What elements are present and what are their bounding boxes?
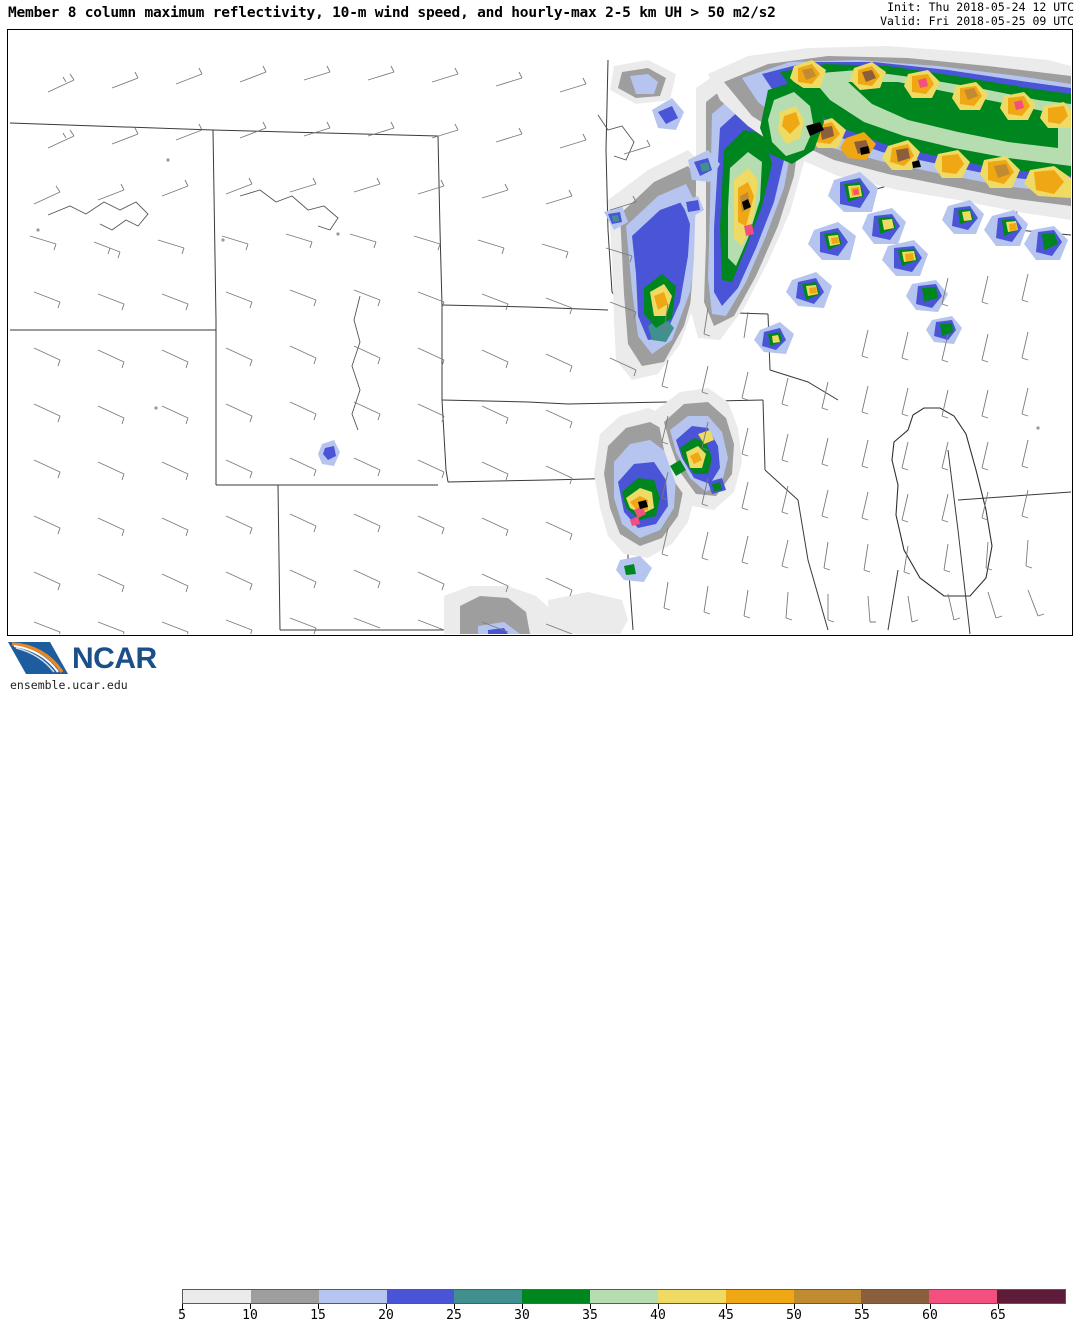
ncar-url-text: ensemble.ucar.edu [10, 678, 128, 692]
valid-time-label: Valid: Fri 2018-05-25 09 UTC [880, 13, 1074, 28]
colorbar-segment-25 [454, 1290, 523, 1303]
colorbar-segment-20 [386, 1290, 455, 1303]
colorbar-segment-50 [793, 1290, 862, 1303]
colorbar-label-40: 40 [650, 1308, 666, 1323]
reflectivity-scattered-east [754, 172, 1068, 354]
colorbar-segment-60 [929, 1290, 998, 1303]
colorbar-label-55: 55 [854, 1308, 870, 1323]
colorbar-segment-10 [250, 1290, 319, 1303]
colorbar-label-35: 35 [582, 1308, 598, 1323]
map-panel[interactable] [7, 29, 1073, 636]
colorbar-segment-15 [318, 1290, 387, 1303]
updraft-helicity-swaths [638, 122, 921, 509]
colorbar-label-60: 60 [922, 1308, 938, 1323]
colorbar-segment-65 [997, 1290, 1065, 1303]
wind-barbs [29, 65, 1045, 634]
ncar-logo[interactable]: NCAR ensemble.ucar.edu [4, 640, 174, 692]
timestamp-block: Init: Thu 2018-05-24 12 UTC Valid: Fri 2… [880, 0, 1074, 28]
colorbar-label-20: 20 [378, 1308, 394, 1323]
rivers [47, 114, 635, 431]
station-markers [36, 158, 1040, 430]
colorbar-label-15: 15 [310, 1308, 326, 1323]
colorbar-label-65: 65 [990, 1308, 1006, 1323]
reflectivity-cell-west-kansas [318, 440, 340, 466]
reflectivity-colorbar[interactable] [182, 1289, 1066, 1304]
init-time-label: Init: Thu 2018-05-24 12 UTC [887, 0, 1074, 14]
colorbar-tick-labels: 5 10 15 20 25 30 35 40 45 50 55 60 65 [0, 1308, 1080, 1328]
reflectivity-map[interactable] [8, 30, 1071, 634]
colorbar-segment-35 [590, 1290, 658, 1303]
colorbar-segment-40 [657, 1290, 726, 1303]
colorbar-segment-55 [861, 1290, 930, 1303]
reflectivity-mcs-north [708, 46, 1071, 220]
colorbar-label-45: 45 [718, 1308, 734, 1323]
colorbar-segment-5 [183, 1290, 251, 1303]
colorbar-label-5: 5 [178, 1308, 186, 1323]
lake-michigan [891, 407, 993, 597]
ncar-logo-text: NCAR [72, 642, 157, 675]
colorbar-label-25: 25 [446, 1308, 462, 1323]
colorbar-label-30: 30 [514, 1308, 530, 1323]
colorbar-segment-30 [522, 1290, 591, 1303]
ncar-logo-mark [8, 642, 68, 674]
page-title: Member 8 column maximum reflectivity, 10… [8, 5, 776, 21]
colorbar-label-50: 50 [786, 1308, 802, 1323]
reflectivity-cells-minnesota [610, 60, 676, 104]
colorbar-segment-45 [725, 1290, 794, 1303]
reflectivity-cluster-south [444, 586, 628, 634]
footer-bar: NCAR ensemble.ucar.edu 5 10 15 20 25 30 35 40 45… [0, 637, 1080, 1323]
reflectivity-cluster-missouri [594, 388, 742, 582]
header-bar: Member 8 column maximum reflectivity, 10… [0, 0, 1080, 29]
colorbar-label-10: 10 [242, 1308, 258, 1323]
mcs-cores [790, 60, 1071, 198]
